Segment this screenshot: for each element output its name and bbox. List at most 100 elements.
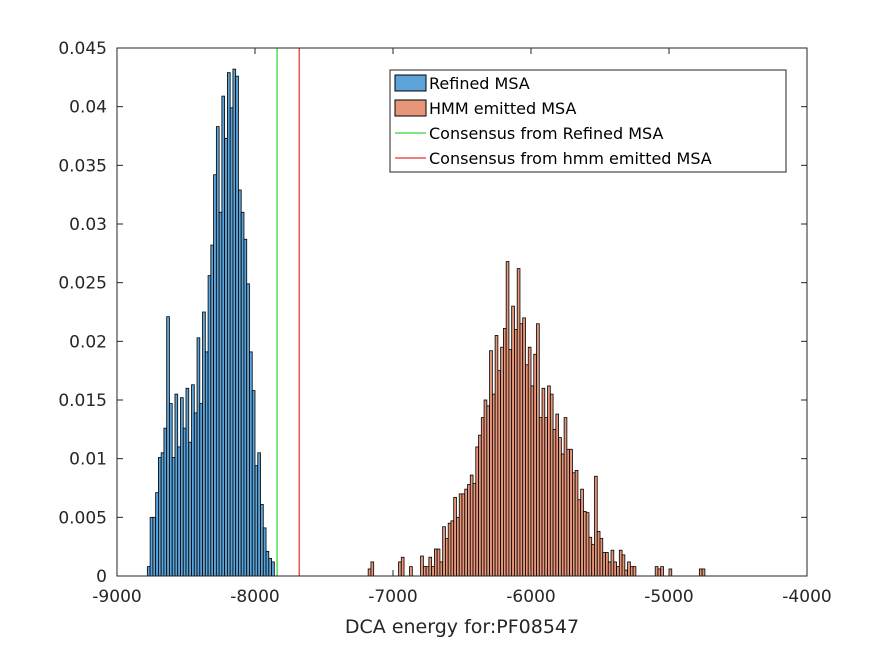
legend-swatch-refined	[394, 74, 427, 92]
histogram-bar	[235, 75, 239, 577]
histogram-bar	[491, 393, 496, 577]
histogram-bar	[188, 441, 192, 577]
histogram-bar	[193, 412, 198, 577]
histogram-bar	[563, 417, 568, 577]
histogram-bar	[605, 552, 609, 577]
x-axis-title: DCA energy for:PF08547	[345, 616, 579, 638]
histogram-bar	[163, 427, 168, 577]
histogram-bar	[486, 405, 490, 577]
histogram-bar	[497, 370, 502, 577]
histogram-bar	[525, 364, 529, 577]
x-tick-label: -9000	[92, 587, 141, 607]
histogram-bar	[569, 448, 573, 577]
consensus-lines	[276, 48, 300, 576]
histogram-bar	[514, 329, 518, 577]
y-tick-label: 0.035	[58, 156, 107, 176]
x-tick-label: -8000	[230, 587, 279, 607]
histogram-bar	[182, 427, 187, 577]
histogram-bar	[591, 543, 595, 577]
histogram-bar	[574, 469, 579, 577]
histogram-bar	[527, 346, 532, 577]
histogram-bar	[177, 446, 181, 577]
histogram-bar	[618, 549, 623, 577]
y-tick-label: 0	[96, 567, 107, 587]
y-tick-label: 0.03	[69, 215, 107, 235]
histogram-bar	[629, 566, 634, 577]
legend: Refined MSA HMM emitted MSA Consensus fr…	[389, 69, 787, 173]
y-tick-label: 0.04	[69, 98, 107, 118]
x-tick-label: -7000	[368, 587, 417, 607]
histogram-bar	[566, 448, 571, 577]
histogram-bar	[420, 555, 424, 577]
histogram-bar	[224, 137, 228, 577]
histogram-bar	[475, 446, 479, 577]
histogram-bar	[232, 68, 237, 577]
histogram-bar	[422, 566, 427, 577]
histogram-bar	[469, 474, 474, 577]
x-tick-label: -5000	[644, 587, 693, 607]
histogram-bar	[533, 353, 537, 577]
histogram-bar	[226, 72, 231, 577]
histogram-bar	[530, 385, 535, 577]
histogram-bar	[152, 516, 157, 577]
histogram-bar	[472, 482, 477, 577]
histogram-bar	[508, 349, 513, 577]
histogram-bar	[489, 350, 493, 577]
y-tick-label: 0.015	[58, 391, 107, 411]
histogram-bar	[596, 531, 601, 577]
histogram-bar	[453, 496, 457, 577]
histogram-bar	[698, 568, 703, 577]
histogram-bar	[265, 550, 270, 577]
histogram-bar	[610, 549, 615, 577]
histogram-bar	[541, 387, 546, 577]
histogram-bar	[607, 561, 612, 577]
histogram-bar	[268, 558, 272, 577]
histogram-bar	[249, 351, 253, 577]
histogram-bar	[174, 393, 179, 577]
histogram-bar	[146, 566, 151, 577]
legend-swatch-hmm	[394, 99, 427, 117]
legend-label-hmm: HMM emitted MSA	[429, 99, 576, 118]
histogram-bar	[555, 413, 560, 577]
histogram-bar	[464, 488, 468, 577]
histogram-bar	[185, 387, 190, 577]
legend-label-refined: Refined MSA	[429, 74, 530, 93]
histogram-bar	[271, 561, 275, 577]
histogram-bar	[502, 328, 507, 577]
histogram-bar	[588, 536, 593, 577]
histogram-bar	[616, 566, 620, 577]
x-tick-label: -6000	[506, 587, 555, 607]
legend-box	[389, 69, 787, 173]
histogram-bar	[246, 283, 250, 577]
histogram-bar	[445, 538, 449, 577]
histogram-bar	[505, 261, 510, 577]
histogram-bar	[398, 561, 402, 577]
histogram-bar	[467, 484, 471, 577]
histogram-bar	[522, 317, 526, 577]
histogram-bar	[160, 452, 165, 577]
histogram-bar	[370, 561, 375, 577]
histogram-bar	[544, 417, 548, 577]
histogram-bar	[238, 189, 242, 577]
histogram-bar	[621, 554, 626, 577]
histogram-bar	[580, 488, 584, 577]
y-tick-label: 0.045	[58, 39, 107, 59]
histogram-bar	[547, 385, 551, 577]
histogram-bar	[149, 516, 154, 577]
plot-frame	[116, 47, 808, 577]
histogram-bar	[251, 390, 256, 577]
histogram-bar	[657, 568, 662, 577]
histogram-bar	[458, 493, 463, 577]
x-tick-label: -4000	[782, 587, 831, 607]
histogram-bar	[439, 561, 444, 577]
y-tick-label: 0.02	[69, 332, 107, 352]
histogram-bar	[552, 428, 557, 577]
histogram-bar	[166, 316, 170, 577]
histogram-bar	[483, 399, 488, 577]
histogram-bar	[701, 568, 706, 577]
histogram-bar	[431, 566, 435, 577]
histogram-bar	[171, 457, 176, 577]
histogram-bar	[433, 548, 438, 577]
histogram-bar	[202, 311, 206, 577]
